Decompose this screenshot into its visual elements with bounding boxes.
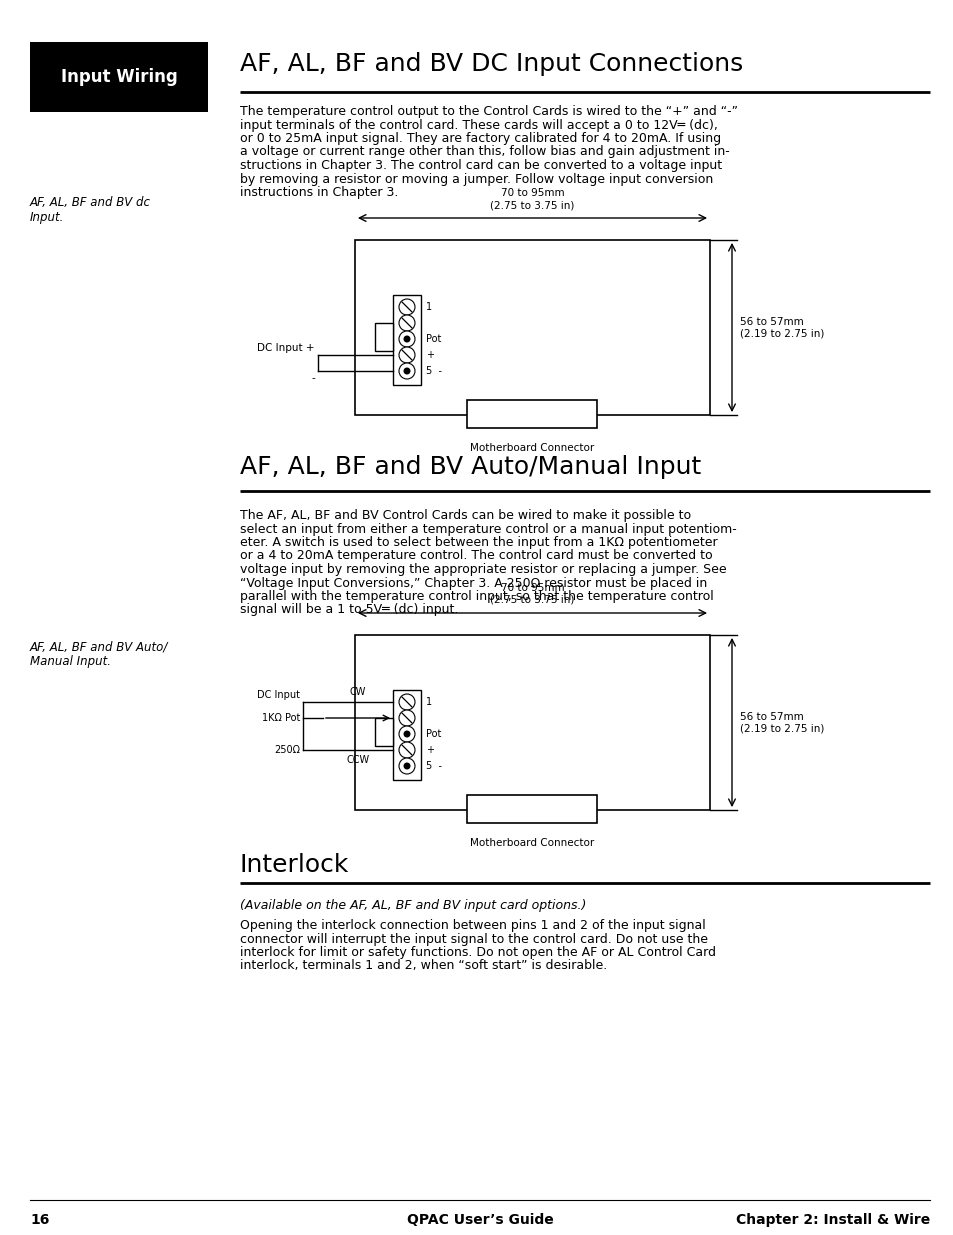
Text: Motherboard Connector: Motherboard Connector [470,443,594,453]
Text: Pot: Pot [426,729,441,739]
Text: input terminals of the control card. These cards will accept a 0 to 12V═ (dc),: input terminals of the control card. The… [240,119,717,131]
Bar [467,400,597,429]
Text: or 0 to 25mA input signal. They are factory calibrated for 4 to 20mA. If using: or 0 to 25mA input signal. They are fact… [240,132,720,144]
Text: The temperature control output to the Control Cards is wired to the “+” and “-”: The temperature control output to the Co… [240,105,738,119]
Text: signal will be a 1 to 5V═ (dc) input.: signal will be a 1 to 5V═ (dc) input. [240,604,457,616]
Bar [355,635,709,810]
Text: 5  -: 5 - [426,366,441,375]
Circle shape [398,331,415,347]
Text: 16: 16 [30,1213,50,1228]
Circle shape [404,763,410,769]
Circle shape [398,758,415,774]
Circle shape [398,742,415,758]
Text: 250Ω: 250Ω [274,745,299,755]
Text: +: + [426,350,434,359]
Text: 70 to 95mm
(2.75 to 3.75 in): 70 to 95mm (2.75 to 3.75 in) [490,583,574,605]
Text: by removing a resistor or moving a jumper. Follow voltage input conversion: by removing a resistor or moving a jumpe… [240,173,713,185]
Text: +: + [426,745,434,755]
Text: voltage input by removing the appropriate resistor or replacing a jumper. See: voltage input by removing the appropriat… [240,563,726,576]
Text: -: - [311,373,314,383]
Text: interlock for limit or safety functions. Do not open the AF or AL Control Card: interlock for limit or safety functions.… [240,946,716,960]
Bar [355,240,709,415]
Text: DC Input +: DC Input + [257,343,314,353]
Circle shape [398,726,415,742]
Text: AF, AL, BF and BV dc
Input.: AF, AL, BF and BV dc Input. [30,196,151,224]
Circle shape [398,315,415,331]
Circle shape [398,710,415,726]
Text: 1: 1 [426,697,432,706]
Text: Interlock: Interlock [240,853,349,877]
Text: instructions in Chapter 3.: instructions in Chapter 3. [240,186,398,199]
Text: 56 to 57mm
(2.19 to 2.75 in): 56 to 57mm (2.19 to 2.75 in) [740,711,823,734]
Bar [393,690,420,781]
Bar [467,795,597,823]
Text: DC Input: DC Input [256,690,299,700]
Text: or a 4 to 20mA temperature control. The control card must be converted to: or a 4 to 20mA temperature control. The … [240,550,712,562]
Text: connector will interrupt the input signal to the control card. Do not use the: connector will interrupt the input signa… [240,932,707,946]
Text: eter. A switch is used to select between the input from a 1KΩ potentiometer: eter. A switch is used to select between… [240,536,717,550]
Bar [393,295,420,385]
Text: structions in Chapter 3. The control card can be converted to a voltage input: structions in Chapter 3. The control car… [240,159,721,172]
Bar [375,718,393,746]
Text: Input Wiring: Input Wiring [61,68,177,86]
Text: interlock, terminals 1 and 2, when “soft start” is desirable.: interlock, terminals 1 and 2, when “soft… [240,960,607,972]
Circle shape [398,299,415,315]
Text: AF, AL, BF and BV DC Input Connections: AF, AL, BF and BV DC Input Connections [240,52,742,77]
Text: AF, AL, BF and BV Auto/Manual Input: AF, AL, BF and BV Auto/Manual Input [240,454,700,479]
Text: 70 to 95mm
(2.75 to 3.75 in): 70 to 95mm (2.75 to 3.75 in) [490,189,574,210]
Circle shape [404,368,410,374]
Text: Chapter 2: Install & Wire: Chapter 2: Install & Wire [735,1213,929,1228]
Text: The AF, AL, BF and BV Control Cards can be wired to make it possible to: The AF, AL, BF and BV Control Cards can … [240,509,690,522]
Text: 5  -: 5 - [426,761,441,771]
Circle shape [398,694,415,710]
Text: a voltage or current range other than this, follow bias and gain adjustment in-: a voltage or current range other than th… [240,146,729,158]
Circle shape [404,336,410,342]
Text: 56 to 57mm
(2.19 to 2.75 in): 56 to 57mm (2.19 to 2.75 in) [740,316,823,338]
Text: 1KΩ Pot: 1KΩ Pot [261,713,299,722]
Circle shape [398,347,415,363]
Bar [375,324,393,351]
Bar [30,42,208,112]
Text: select an input from either a temperature control or a manual input potentiom-: select an input from either a temperatur… [240,522,736,536]
Text: Motherboard Connector: Motherboard Connector [470,839,594,848]
Text: CW: CW [350,687,366,697]
Text: parallel with the temperature control input, so that the temperature control: parallel with the temperature control in… [240,590,713,603]
Text: Opening the interlock connection between pins 1 and 2 of the input signal: Opening the interlock connection between… [240,919,705,932]
Text: QPAC User’s Guide: QPAC User’s Guide [406,1213,553,1228]
Circle shape [404,731,410,737]
Text: Pot: Pot [426,333,441,345]
Text: CCW: CCW [346,755,369,764]
Text: 1: 1 [426,303,432,312]
Text: “Voltage Input Conversions,” Chapter 3. A 250Ω resistor must be placed in: “Voltage Input Conversions,” Chapter 3. … [240,577,706,589]
Text: (Available on the AF, AL, BF and BV input card options.): (Available on the AF, AL, BF and BV inpu… [240,899,586,911]
Circle shape [398,363,415,379]
Text: AF, AL, BF and BV Auto/
Manual Input.: AF, AL, BF and BV Auto/ Manual Input. [30,640,168,668]
